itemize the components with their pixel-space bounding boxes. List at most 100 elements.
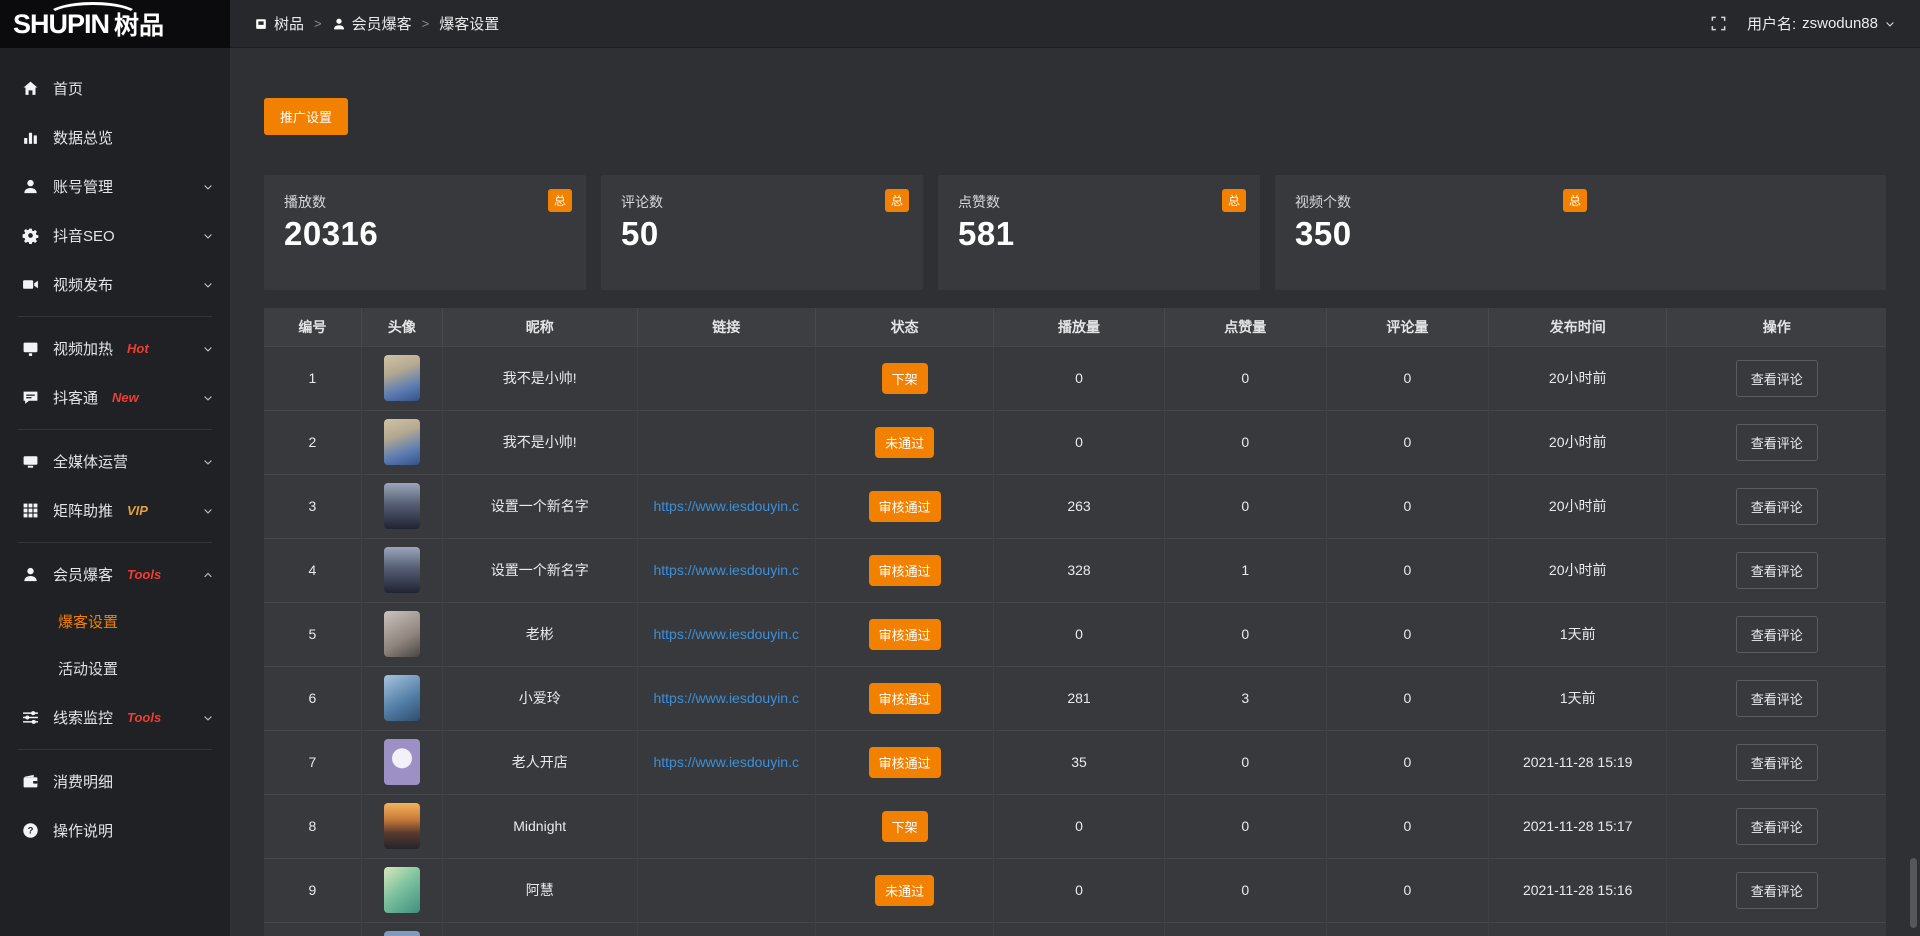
status-badge: 审核通过: [868, 490, 941, 522]
video-link[interactable]: https://www.iesdouyin.c: [653, 626, 799, 642]
table-row: 2 我不是小帅! 未通过 0 0 0 20小时前 查看评论: [264, 409, 1886, 474]
cell-plays: 328: [993, 537, 1165, 602]
column-header: 点赞量: [1164, 308, 1327, 346]
table-row: 1 我不是小帅! 下架 0 0 0 20小时前 查看评论: [264, 345, 1886, 410]
cell-likes: 0: [1164, 601, 1327, 666]
cell-plays: 0: [993, 409, 1165, 474]
app-logo[interactable]: SHUPIN 树品: [0, 0, 230, 48]
promotion-settings-button[interactable]: 推广设置: [264, 98, 349, 135]
sidebar-item[interactable]: 矩阵助推 VIP: [0, 486, 230, 535]
breadcrumb-item[interactable]: 爆客设置: [439, 13, 499, 34]
video-link[interactable]: https://www.iesdouyin.c: [653, 690, 799, 706]
cell-time: 1天前: [1488, 665, 1668, 730]
view-comments-button[interactable]: 查看评论: [1735, 359, 1818, 397]
avatar: [383, 867, 420, 913]
avatar: [383, 547, 420, 593]
sidebar-item[interactable]: 首页: [0, 64, 230, 113]
sidebar-item[interactable]: ? 操作说明: [0, 806, 230, 855]
sidebar-item-label: 全媒体运营: [53, 454, 129, 471]
sidebar-item[interactable]: 抖音SEO: [0, 211, 230, 260]
stat-card: 播放数 20316 总: [264, 175, 586, 290]
stat-cards: 播放数 20316 总 评论数 50 总 点赞数 581 总 视频个数 350 …: [264, 175, 1886, 290]
question-icon: ?: [23, 823, 38, 838]
avatar: [383, 739, 420, 785]
column-header: 发布时间: [1488, 308, 1668, 346]
fullscreen-icon[interactable]: [1710, 15, 1727, 32]
cell-nickname: 我不是小帅!: [442, 345, 638, 410]
video-link[interactable]: https://www.iesdouyin.c: [653, 754, 799, 770]
stat-value: 20316: [284, 215, 379, 252]
scrollbar-thumb[interactable]: [1910, 858, 1917, 928]
cell-time: 20小时前: [1488, 409, 1668, 474]
sidebar-item[interactable]: 会员爆客 Tools: [0, 550, 230, 599]
status-badge: 审核通过: [868, 746, 941, 778]
stat-label: 播放数: [284, 194, 326, 210]
cell-nickname: 老人开店: [442, 729, 638, 794]
sidebar-item[interactable]: 全媒体运营: [0, 437, 230, 486]
sidebar-item[interactable]: 账号管理: [0, 162, 230, 211]
stat-value: 50: [621, 215, 659, 252]
column-header: 操作: [1666, 308, 1886, 346]
breadcrumb-item[interactable]: 树品: [254, 13, 304, 34]
sidebar-item-label: 会员爆客: [53, 567, 114, 584]
chevron-down-icon: [204, 508, 212, 514]
sidebar-item-label: 数据总览: [53, 130, 114, 147]
sidebar-item[interactable]: 消费明细: [0, 757, 230, 806]
sidebar-item-label: 抖客通: [53, 390, 99, 407]
cell-plays: 263: [993, 473, 1165, 538]
view-comments-button[interactable]: 查看评论: [1735, 487, 1818, 525]
view-comments-button[interactable]: 查看评论: [1735, 679, 1818, 717]
sidebar-item-label: 首页: [53, 81, 84, 98]
view-comments-button[interactable]: 查看评论: [1735, 743, 1818, 781]
cell-likes: 0: [1164, 857, 1327, 922]
view-comments-button[interactable]: 查看评论: [1735, 423, 1818, 461]
view-comments-button[interactable]: 查看评论: [1735, 551, 1818, 589]
cell-nickname: 设置一个新名字: [442, 537, 638, 602]
sidebar-item[interactable]: 数据总览: [0, 113, 230, 162]
table-row: 8 Midnight 下架 0 0 0 2021-11-28 15:17 查看评…: [264, 793, 1886, 858]
video-link[interactable]: https://www.iesdouyin.c: [653, 562, 799, 578]
cell-likes: 0: [1164, 473, 1327, 538]
sidebar-badge: VIP: [127, 503, 148, 518]
user-icon: [333, 18, 344, 29]
sidebar-item[interactable]: 视频发布: [0, 260, 230, 309]
chevron-down-icon: [204, 715, 212, 721]
breadcrumb-label: 树品: [274, 16, 305, 33]
cell-plays: 281: [993, 665, 1165, 730]
status-badge: 审核通过: [868, 618, 941, 650]
video-camera-icon: [23, 280, 38, 289]
cell-nickname: Midnight: [442, 793, 638, 858]
stat-label: 点赞数: [958, 194, 1000, 210]
stat-value: 350: [1295, 215, 1352, 252]
user-menu[interactable]: 用户名: zswodun88: [1747, 13, 1896, 34]
cell-nickname: 小爱玲: [442, 665, 638, 730]
view-comments-button[interactable]: 查看评论: [1735, 807, 1818, 845]
view-comments-button[interactable]: 查看评论: [1735, 871, 1818, 909]
cell-id: 1: [264, 345, 362, 410]
breadcrumb-separator: >: [314, 16, 322, 31]
monitor-icon: [23, 456, 38, 468]
cell-likes: 0: [1164, 409, 1327, 474]
status-badge: 下架: [881, 362, 928, 394]
sidebar-divider: [18, 749, 212, 750]
breadcrumb-item[interactable]: 会员爆客: [332, 13, 412, 34]
sidebar-item-label: 账号管理: [53, 179, 114, 196]
sidebar-subitem[interactable]: 爆客设置: [0, 599, 230, 646]
cell-time: 2021-11-28 15:17: [1488, 793, 1668, 858]
breadcrumb-separator: >: [421, 16, 430, 31]
stat-total-badge: 总: [547, 189, 572, 212]
sidebar-subitem[interactable]: 活动设置: [0, 646, 230, 693]
sidebar-item[interactable]: 视频加热 Hot: [0, 324, 230, 373]
sidebar-item[interactable]: 抖客通 New: [0, 373, 230, 422]
column-header: 播放量: [993, 308, 1165, 346]
view-comments-button[interactable]: 查看评论: [1735, 615, 1818, 653]
sidebar-item[interactable]: 线索监控 Tools: [0, 693, 230, 742]
table-row: 7 老人开店 https://www.iesdouyin.c 审核通过 35 0…: [264, 729, 1886, 794]
user-icon: [24, 567, 37, 582]
username: zswodun88: [1802, 15, 1878, 32]
sidebar-subitem-label: 活动设置: [58, 661, 119, 678]
cell-nickname: 设置一个新名字: [442, 473, 638, 538]
sidebar-item-label: 消费明细: [53, 774, 114, 791]
video-link[interactable]: https://www.iesdouyin.c: [653, 498, 799, 514]
column-header: 头像: [361, 308, 443, 346]
